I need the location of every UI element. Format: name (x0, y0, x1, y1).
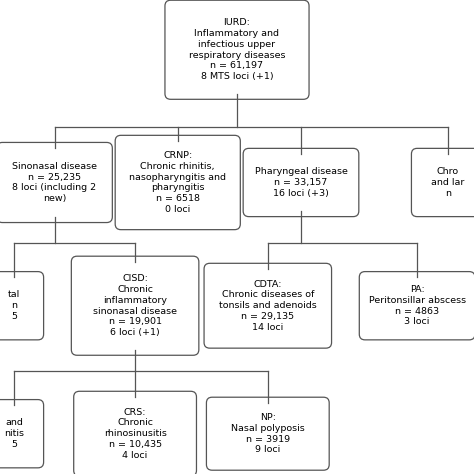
Text: Chro
and lar
n: Chro and lar n (431, 167, 465, 198)
FancyBboxPatch shape (0, 143, 112, 223)
FancyBboxPatch shape (411, 148, 474, 217)
Text: Pharyngeal disease
n = 33,157
16 loci (+3): Pharyngeal disease n = 33,157 16 loci (+… (255, 167, 347, 198)
Text: tal
n
5: tal n 5 (8, 291, 20, 321)
FancyBboxPatch shape (204, 264, 331, 348)
Text: NP:
Nasal polyposis
n = 3919
9 loci: NP: Nasal polyposis n = 3919 9 loci (231, 413, 305, 455)
FancyBboxPatch shape (73, 392, 196, 474)
Text: CISD:
Chronic
inflammatory
sinonasal disease
n = 19,901
6 loci (+1): CISD: Chronic inflammatory sinonasal dis… (93, 274, 177, 337)
Text: and
nitis
5: and nitis 5 (4, 419, 24, 449)
Text: IURD:
Inflammatory and
infectious upper
respiratory diseases
n = 61,197
8 MTS lo: IURD: Inflammatory and infectious upper … (189, 18, 285, 81)
FancyBboxPatch shape (115, 136, 240, 230)
FancyBboxPatch shape (0, 272, 44, 340)
FancyBboxPatch shape (165, 0, 309, 100)
Text: CRS:
Chronic
rhinosinusitis
n = 10,435
4 loci: CRS: Chronic rhinosinusitis n = 10,435 4… (104, 408, 166, 460)
FancyBboxPatch shape (243, 148, 359, 217)
Text: Sinonasal disease
n = 25,235
8 loci (including 2
new): Sinonasal disease n = 25,235 8 loci (inc… (12, 162, 97, 203)
Text: CRNP:
Chronic rhinitis,
nasopharyngitis and
pharyngitis
n = 6518
0 loci: CRNP: Chronic rhinitis, nasopharyngitis … (129, 151, 226, 214)
FancyBboxPatch shape (0, 400, 44, 468)
FancyBboxPatch shape (71, 256, 199, 356)
FancyBboxPatch shape (206, 397, 329, 470)
Text: CDTA:
Chronic diseases of
tonsils and adenoids
n = 29,135
14 loci: CDTA: Chronic diseases of tonsils and ad… (219, 280, 317, 332)
Text: PA:
Peritonsillar abscess
n = 4863
3 loci: PA: Peritonsillar abscess n = 4863 3 loc… (369, 285, 465, 327)
FancyBboxPatch shape (359, 272, 474, 340)
